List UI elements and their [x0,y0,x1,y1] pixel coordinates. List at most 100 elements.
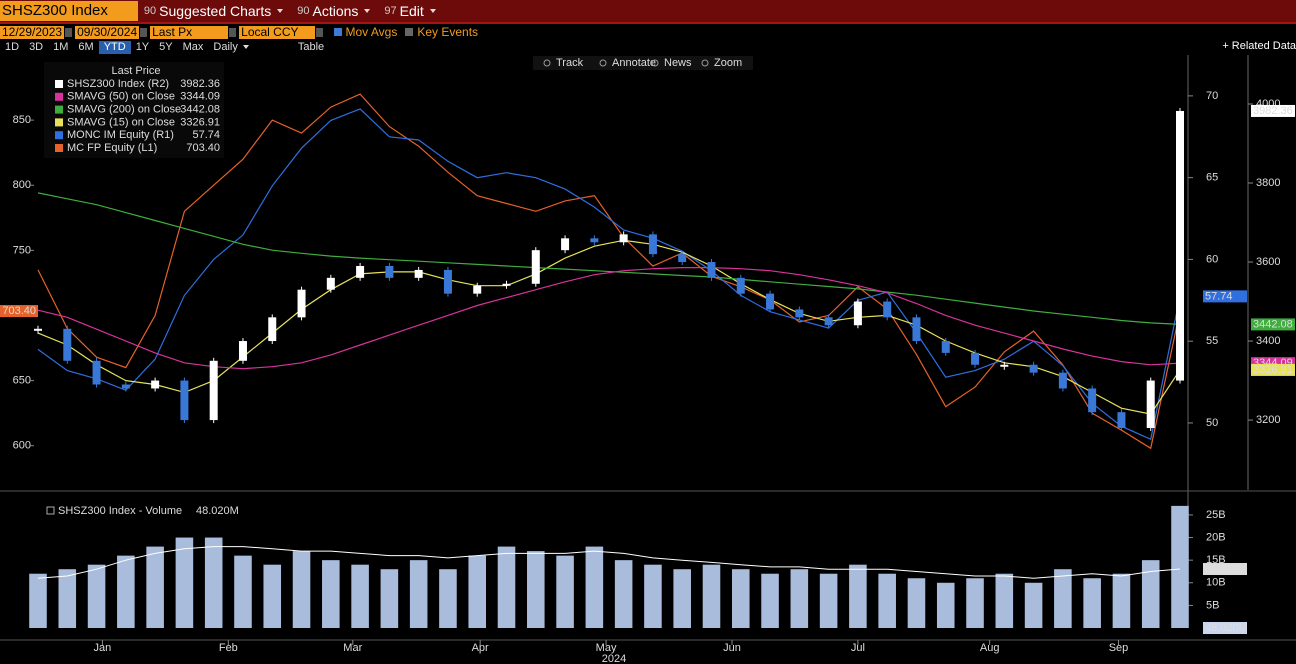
x-tick-label: Sep [1109,642,1129,654]
menu-code: 97 [384,5,397,17]
legend-swatch [55,105,63,114]
period-button[interactable]: Max [182,40,204,53]
menu[interactable]: 90 Suggested Charts [144,3,284,19]
value-badge-label: 3982.36 [1253,105,1293,117]
candle [1176,110,1184,381]
tool-icon [651,59,659,67]
table-button[interactable]: Table [297,40,325,53]
volume-bar [292,551,311,628]
y-tick-label: 3200 [1256,414,1280,426]
candle [63,328,72,361]
checkbox[interactable] [333,28,342,36]
candle [238,341,247,361]
period-button[interactable]: 1M [53,40,69,53]
y-tick-label: 20B [1206,531,1226,543]
y-tick-label: 5B [1206,599,1219,611]
currency-select[interactable]: Local CCY [239,25,315,39]
value-badge-label: 3442.08 [1253,318,1293,330]
candle [1029,364,1038,373]
value-badge [1203,622,1247,634]
chart-tool[interactable]: Track [556,57,584,69]
candle [853,301,862,326]
volume-bar [761,573,779,628]
legend-label: SMAVG (15) on Close [67,116,175,128]
legend-value: 3982.36 [180,78,220,90]
candle [268,317,277,342]
chart-tool[interactable]: Annotate [612,57,656,69]
y-tick-label: 600 [13,440,31,452]
field-select[interactable]: Last Px [150,25,229,39]
period-button[interactable]: 1D [5,40,20,53]
value-badge [1251,363,1295,376]
value-badge [1251,104,1295,117]
x-caption: 2024 [602,653,626,664]
candle [1000,364,1009,367]
chart-tool[interactable]: News [664,57,692,69]
candle [531,250,540,284]
y-tick-label: 750 [13,244,31,256]
series-line [37,192,1181,325]
volume-bar [673,569,691,628]
candle [883,301,892,318]
legend-swatch [55,131,63,140]
chart: Last Price 2024 Track Annotate News Zoom 600… [0,55,1296,664]
value-badge [1251,318,1295,331]
volume-bar [1083,578,1101,628]
period-button[interactable]: YTD [98,40,131,54]
y-tick-label: 3600 [1256,256,1280,268]
volume-bar [819,573,838,628]
legend-value: 3326.91 [180,116,220,128]
menu-label: Actions [312,3,359,19]
volume-bar [966,578,984,628]
volume-bar [409,560,428,628]
related-data[interactable]: + Related Data [1222,40,1296,52]
chart-tool[interactable]: Zoom [714,57,742,69]
key-events[interactable]: Key Events [417,25,479,39]
volume-bar [936,582,955,628]
volume-bar [204,537,223,628]
menu-code: 90 [297,5,310,17]
legend-swatch [46,506,55,515]
volume-bar [1054,569,1072,628]
end-date[interactable]: 09/30/2024 [75,24,140,39]
volume-bar [907,578,926,628]
y-tick-label: 850 [13,114,31,126]
period-button[interactable]: 6M [78,40,94,53]
period-button[interactable]: 1Y [135,40,150,53]
candle [912,317,921,342]
menu[interactable]: 90 Actions [297,3,371,19]
x-tick-label: May [596,642,617,654]
period-button[interactable]: 3D [29,40,44,53]
volume-bar [614,560,633,628]
mov-avgs[interactable]: Mov Avgs [345,25,398,39]
candle [561,238,570,251]
start-date[interactable]: 12/29/2023 [0,24,65,39]
candle [34,328,42,331]
chart-toolbar [533,56,753,70]
candle [151,380,160,389]
checkbox[interactable] [405,28,414,36]
y-tick-label: 10B [1206,577,1226,589]
period-bar: 1D 3D 1M 6M YTD 1Y 5Y Max Daily Table + Related… [0,40,1296,54]
candle [385,265,394,278]
volume-bar [468,555,487,628]
volume-bar [527,551,545,628]
legend-label: SMAVG (50) on Close [67,91,175,103]
tool-icon [599,59,607,67]
menu[interactable]: 97 Edit [384,3,436,19]
volume-bar [117,555,135,628]
ticker[interactable]: SHSZ300 Index [0,1,138,21]
period-button[interactable]: 5Y [159,40,173,53]
series-line [37,239,1181,415]
top-bar: SHSZ300 Index 90 Suggested Charts 90 Actio… [0,0,1296,24]
volume-bar [29,573,47,628]
candle [326,277,335,290]
candle [92,360,101,385]
candle [619,234,628,243]
candle [824,317,833,326]
candle [443,269,452,294]
y-tick-label: 60 [1206,253,1218,265]
volume-bar [731,569,750,628]
frequency[interactable]: Daily [213,40,238,53]
